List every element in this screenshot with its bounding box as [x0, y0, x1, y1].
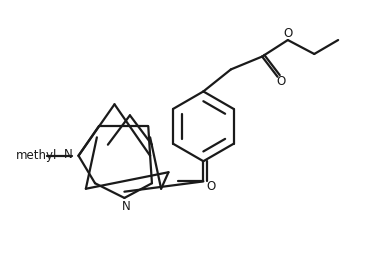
Text: N: N — [64, 148, 73, 161]
Text: O: O — [283, 27, 293, 40]
Text: methyl: methyl — [16, 149, 58, 162]
Text: O: O — [277, 75, 286, 88]
Text: O: O — [207, 180, 216, 193]
Text: N: N — [122, 199, 131, 212]
